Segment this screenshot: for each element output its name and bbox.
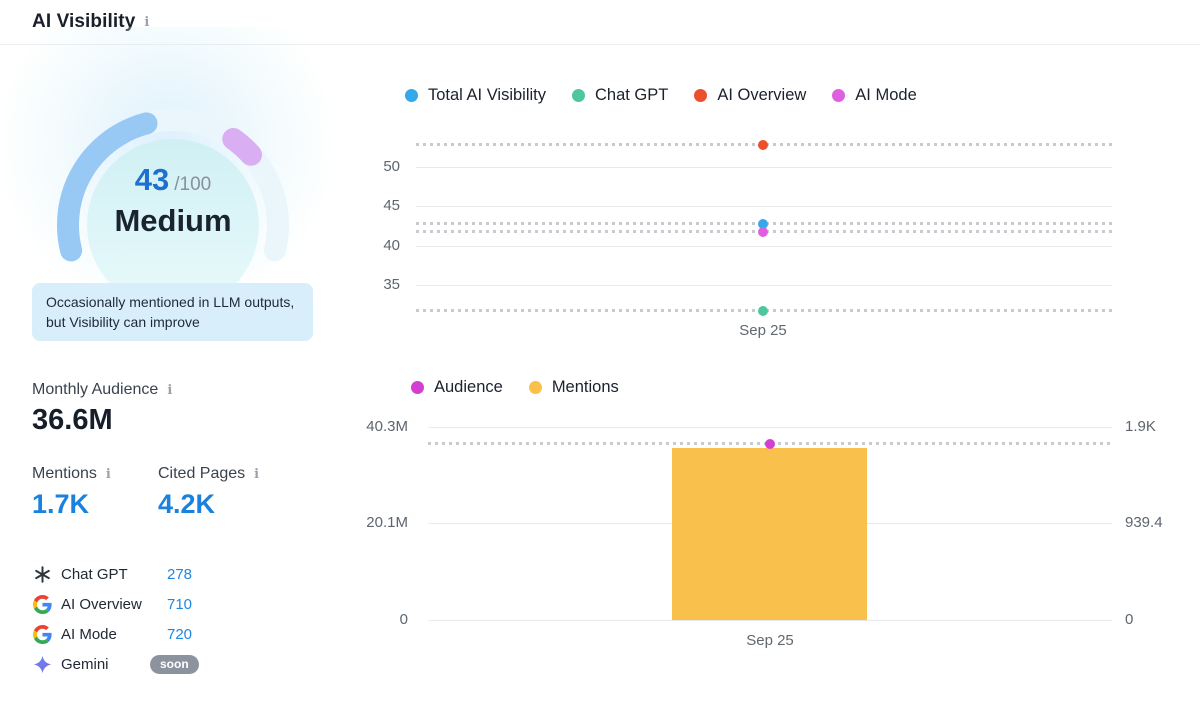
platform-value[interactable]: 710 xyxy=(167,595,193,613)
legend-dot xyxy=(405,89,418,102)
platform-row-ai-overview[interactable]: AI Overview 710 xyxy=(32,589,292,619)
ai-visibility-gauge: 43 /100 Medium xyxy=(4,27,342,303)
y-tick-939-4: 939.4 xyxy=(1125,514,1163,531)
google-g-icon xyxy=(32,624,52,644)
legend-item-total[interactable]: Total AI Visibility xyxy=(405,86,546,105)
platform-value[interactable]: 278 xyxy=(167,565,193,583)
y-tick-35: 35 xyxy=(383,276,400,293)
platform-list: Chat GPT 278 AI Overview 710 AI Mode 720 xyxy=(32,559,292,679)
gauge-rating: Medium xyxy=(114,203,232,238)
info-icon[interactable]: i xyxy=(105,466,111,482)
mentions-bar-sep25[interactable] xyxy=(672,448,867,620)
audience-chart-legend: Audience Mentions xyxy=(411,378,619,397)
page-header: AI Visibility i xyxy=(0,0,1200,45)
y-tick-0-left: 0 xyxy=(399,611,408,628)
gauge-marker-arc xyxy=(222,128,262,166)
monthly-audience-label: Monthly Audience xyxy=(32,381,159,398)
info-icon[interactable]: i xyxy=(254,466,260,482)
cited-pages-label-row: Cited Pages i xyxy=(158,465,259,483)
y-tick-45: 45 xyxy=(383,197,400,214)
gridline xyxy=(428,427,1112,428)
platform-row-ai-mode[interactable]: AI Mode 720 xyxy=(32,619,292,649)
y-tick-50: 50 xyxy=(383,158,400,175)
legend-item-audience[interactable]: Audience xyxy=(411,378,503,397)
point-chatgpt[interactable] xyxy=(758,305,768,316)
point-ai-mode[interactable] xyxy=(758,226,768,237)
gridline xyxy=(416,206,1112,207)
y-tick-0-right: 0 xyxy=(1125,611,1134,628)
platform-name: Gemini xyxy=(61,655,109,673)
legend-item-chatgpt[interactable]: Chat GPT xyxy=(572,86,668,105)
legend-dot xyxy=(694,89,708,102)
page-title: AI Visibility xyxy=(32,11,136,32)
soon-badge: soon xyxy=(150,654,199,674)
legend-label: Audience xyxy=(434,378,503,396)
gemini-star-icon xyxy=(32,654,52,674)
legend-label: Total AI Visibility xyxy=(428,86,546,104)
platform-row-chatgpt[interactable]: Chat GPT 278 xyxy=(32,559,292,589)
chatgpt-icon xyxy=(32,564,52,584)
legend-item-ai-mode[interactable]: AI Mode xyxy=(832,86,917,105)
gauge-arc xyxy=(56,109,289,285)
platform-row-gemini[interactable]: Gemini soon xyxy=(32,649,292,679)
legend-label: AI Overview xyxy=(717,86,807,104)
gauge-inner-disc xyxy=(87,139,259,285)
legend-dot xyxy=(528,381,542,394)
y-tick-40: 40 xyxy=(383,237,400,254)
monthly-audience-value: 36.6M xyxy=(32,404,113,436)
gridline xyxy=(428,620,1112,621)
x-tick-sep25: Sep 25 xyxy=(746,632,794,649)
y-tick-40-3m: 40.3M xyxy=(366,418,408,435)
y-tick-20-1m: 20.1M xyxy=(366,514,408,531)
mentions-label: Mentions xyxy=(32,465,97,482)
legend-item-ai-overview[interactable]: AI Overview xyxy=(694,86,806,105)
legend-label: AI Mode xyxy=(855,86,917,104)
visibility-chart-legend: Total AI Visibility Chat GPT AI Overview… xyxy=(405,86,917,105)
gauge-text: 43 /100 Medium xyxy=(32,163,314,239)
legend-label: Chat GPT xyxy=(595,86,669,104)
platform-name: AI Overview xyxy=(61,595,142,613)
platform-value[interactable]: 720 xyxy=(167,625,193,643)
info-icon[interactable]: i xyxy=(167,382,173,398)
legend-item-mentions[interactable]: Mentions xyxy=(528,378,619,397)
gauge-denominator: /100 xyxy=(174,174,212,195)
point-total-ai-visibility[interactable] xyxy=(758,218,768,229)
legend-dot xyxy=(411,381,424,394)
platform-name: AI Mode xyxy=(61,625,117,643)
legend-dot xyxy=(832,89,846,102)
gridline xyxy=(416,246,1112,247)
gauge-score: 43 xyxy=(134,162,170,197)
info-icon[interactable]: i xyxy=(144,14,150,30)
platform-name: Chat GPT xyxy=(61,565,128,583)
gridline xyxy=(416,285,1112,286)
cited-pages-label: Cited Pages xyxy=(158,465,246,482)
y-tick-1-9k: 1.9K xyxy=(1125,418,1156,435)
legend-dot xyxy=(572,89,585,102)
monthly-audience-label-row: Monthly Audience i xyxy=(32,381,172,399)
x-tick-sep25: Sep 25 xyxy=(739,322,787,339)
mentions-value[interactable]: 1.7K xyxy=(32,489,90,519)
gauge-value-arc xyxy=(56,112,158,262)
legend-label: Mentions xyxy=(551,378,619,396)
cited-pages-value[interactable]: 4.2K xyxy=(158,489,216,519)
gridline xyxy=(416,167,1112,168)
point-ai-overview[interactable] xyxy=(758,139,768,150)
mentions-label-row: Mentions i xyxy=(32,465,111,483)
gauge-note: Occasionally mentioned in LLM outputs, b… xyxy=(32,283,313,341)
google-g-icon xyxy=(32,594,52,614)
point-audience-sep25[interactable] xyxy=(765,439,775,449)
